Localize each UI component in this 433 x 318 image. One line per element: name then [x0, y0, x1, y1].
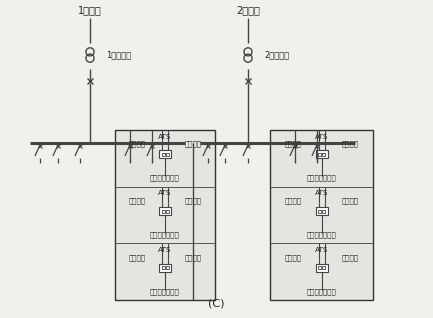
- Bar: [316, 150, 327, 158]
- Text: 1号进线: 1号进线: [78, 5, 102, 15]
- Bar: [318, 210, 321, 212]
- Text: 2号进线: 2号进线: [236, 5, 260, 15]
- Bar: [162, 210, 165, 212]
- Text: 正常电源: 正常电源: [129, 197, 145, 204]
- Text: 备用电源: 备用电源: [342, 141, 359, 148]
- Text: 手术室一般照明: 手术室一般照明: [150, 232, 180, 238]
- Bar: [159, 150, 171, 158]
- Text: 正常电源: 正常电源: [284, 254, 301, 261]
- Bar: [162, 266, 165, 269]
- Text: ATS: ATS: [158, 247, 172, 253]
- Bar: [162, 153, 165, 156]
- Text: 备用电源: 备用电源: [184, 141, 201, 148]
- Text: ATS: ATS: [158, 190, 172, 197]
- Bar: [316, 207, 327, 215]
- Text: ATS: ATS: [315, 190, 328, 197]
- Text: ATS: ATS: [158, 134, 172, 140]
- Bar: [165, 266, 168, 269]
- Bar: [322, 153, 325, 156]
- Text: 2号变压器: 2号变压器: [264, 51, 289, 59]
- Bar: [270, 130, 373, 300]
- Text: 正常电源: 正常电源: [284, 141, 301, 148]
- Text: ATS: ATS: [315, 134, 328, 140]
- Bar: [165, 210, 168, 212]
- Bar: [159, 264, 171, 272]
- Text: 手术室医疗设备: 手术室医疗设备: [307, 288, 336, 295]
- Text: 备用电源: 备用电源: [342, 254, 359, 261]
- Text: 手术室医疗设备: 手术室医疗设备: [307, 232, 336, 238]
- Text: 手术室医疗设备: 手术室医疗设备: [307, 175, 336, 182]
- Text: 正常电源: 正常电源: [284, 197, 301, 204]
- Bar: [322, 210, 325, 212]
- Bar: [322, 266, 325, 269]
- Text: 备用电源: 备用电源: [184, 197, 201, 204]
- Text: 正常电源: 正常电源: [129, 141, 145, 148]
- Text: ATS: ATS: [315, 247, 328, 253]
- Text: 1号变压器: 1号变压器: [106, 51, 131, 59]
- Bar: [316, 264, 327, 272]
- Text: 正常电源: 正常电源: [129, 254, 145, 261]
- Text: 手术室一般照明: 手术室一般照明: [150, 175, 180, 182]
- Bar: [115, 130, 215, 300]
- Text: 手术室一般照明: 手术室一般照明: [150, 288, 180, 295]
- Bar: [165, 153, 168, 156]
- Bar: [318, 153, 321, 156]
- Text: 备用电源: 备用电源: [342, 197, 359, 204]
- Text: (C): (C): [208, 298, 224, 308]
- Bar: [318, 266, 321, 269]
- Bar: [159, 207, 171, 215]
- Text: 备用电源: 备用电源: [184, 254, 201, 261]
